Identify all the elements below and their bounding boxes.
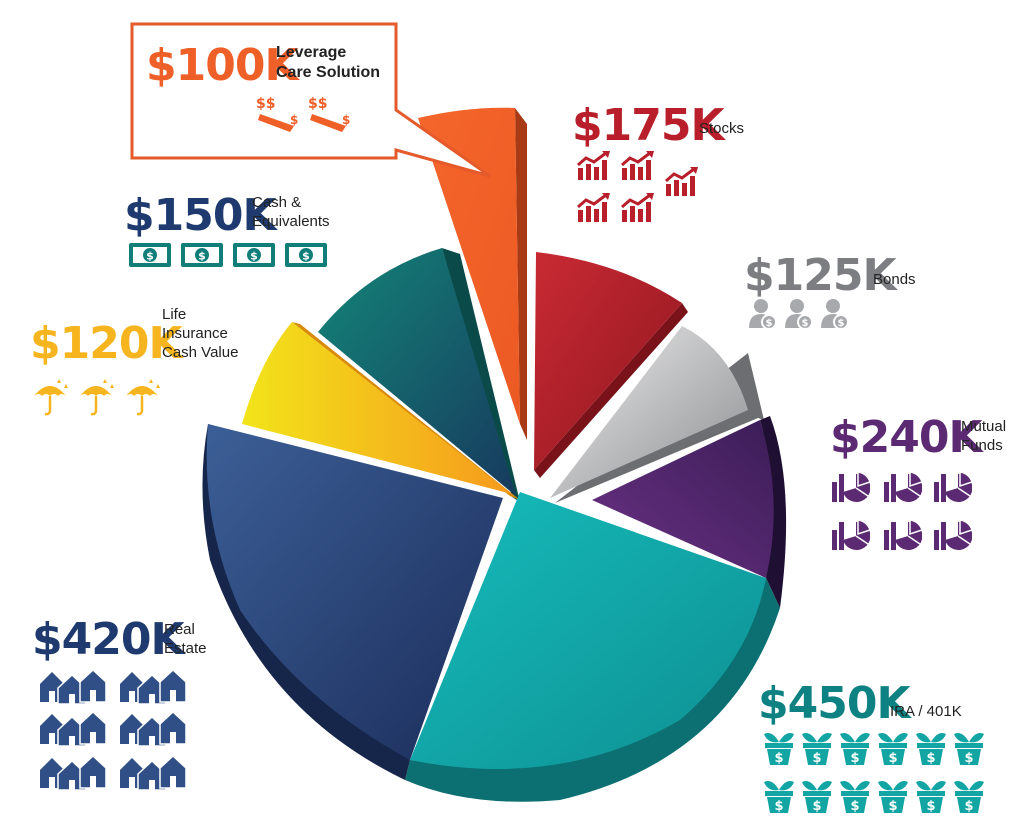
money-plant-icon [954, 733, 984, 766]
money-plant-icon [954, 781, 984, 814]
bond-holder-icon [820, 298, 849, 330]
stock-chart-icon [576, 192, 612, 224]
leverage-label-line2: Care Solution [276, 64, 381, 81]
funds-label-line2: Funds [961, 437, 1003, 454]
houses-icon [119, 711, 187, 747]
pie-slices [206, 107, 774, 769]
icons-fund-chart [831, 471, 972, 551]
life-label-line3: Cash Value [162, 344, 239, 361]
cash-label-line2: Equivalents [252, 213, 330, 230]
slice-cash[interactable] [318, 248, 516, 496]
icons-umbrella [32, 378, 162, 416]
ira-label: IRA / 401K [890, 703, 962, 720]
fund-chart-icon [933, 519, 972, 551]
dollar-bill-icon [285, 243, 327, 267]
stock-chart-icon [576, 150, 612, 182]
slice-rim-cash [442, 248, 520, 502]
money-plant-icon [878, 781, 908, 814]
life-label-line2: Insurance [162, 325, 228, 342]
fund-chart-icon [933, 471, 972, 503]
slice-rim-leverage [515, 108, 527, 440]
money-plant-icon [916, 781, 946, 814]
slice-ira[interactable] [410, 492, 766, 769]
life-label-line1: Life [162, 306, 187, 323]
dollar-bill-icon [181, 243, 223, 267]
fund-chart-icon [831, 519, 870, 551]
icons-houses [39, 669, 187, 791]
icons-money-plant [764, 733, 984, 814]
funds-label-line1: Mutual [961, 418, 1007, 435]
slice-life-insurance[interactable] [242, 322, 512, 494]
icons-stock-chart [576, 150, 700, 224]
money-plant-icon [802, 733, 832, 766]
houses-icon [39, 711, 107, 747]
icons-dollar-bill [129, 243, 327, 267]
ira-amount: $450K [758, 678, 911, 729]
slice-leverage[interactable] [418, 107, 520, 424]
fund-chart-icon [883, 471, 922, 503]
houses-icon [119, 669, 187, 705]
umbrella-icon [78, 378, 116, 416]
dollar-bill-icon [233, 243, 275, 267]
stocks-amount: $175K [572, 100, 725, 151]
umbrella-icon [124, 378, 162, 416]
real-estate-amount: $420K [32, 614, 185, 665]
houses-icon [39, 669, 107, 705]
cash-amount: $150K [124, 190, 277, 241]
houses-icon [119, 755, 187, 791]
leverage-amount: $100K [146, 40, 299, 91]
dollar-bill-icon [129, 243, 171, 267]
slice-rim-life [292, 322, 520, 500]
funds-amount: $240K [830, 412, 983, 463]
slice-real-estate[interactable] [206, 424, 503, 760]
life-amount: $120K [30, 318, 183, 369]
fund-chart-icon [831, 471, 870, 503]
real-estate-label-line1: Real [164, 621, 195, 638]
stock-chart-icon [620, 192, 656, 224]
money-plant-icon [764, 733, 794, 766]
money-plant-icon [840, 781, 870, 814]
cash-label-line1: Cash & [252, 194, 302, 211]
slice-rim-stocks [534, 303, 688, 478]
bond-holder-icon [748, 298, 777, 330]
money-plant-icon [802, 781, 832, 814]
money-plant-icon [764, 781, 794, 814]
bonds-label: Bonds [873, 271, 916, 288]
icons-bond-holder [748, 298, 849, 330]
stock-chart-icon [664, 166, 700, 198]
houses-icon [39, 755, 107, 791]
fund-chart-icon [883, 519, 922, 551]
slice-funds[interactable] [592, 420, 774, 578]
leverage-label-line1: Leverage [276, 44, 347, 61]
bonds-amount: $125K [744, 250, 897, 301]
bond-holder-icon [784, 298, 813, 330]
stock-chart-icon [620, 150, 656, 182]
money-plant-icon [878, 733, 908, 766]
umbrella-icon [32, 378, 70, 416]
real-estate-label-line2: Estate [164, 640, 207, 657]
stocks-label: Stocks [699, 120, 745, 137]
money-plant-icon [840, 733, 870, 766]
slice-bonds[interactable] [550, 326, 748, 498]
money-plant-icon [916, 733, 946, 766]
slice-stocks[interactable] [534, 252, 682, 470]
